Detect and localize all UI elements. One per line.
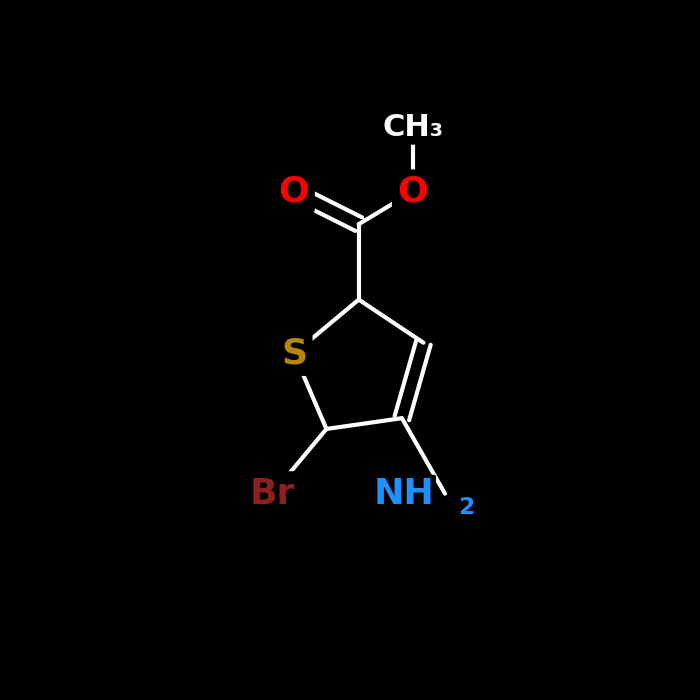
Text: 2: 2 [458, 496, 475, 519]
Text: S: S [281, 337, 307, 370]
Text: O: O [398, 175, 428, 209]
Text: O: O [279, 175, 309, 209]
Text: Br: Br [250, 477, 295, 510]
Text: NH: NH [374, 477, 434, 510]
Text: CH₃: CH₃ [382, 113, 443, 141]
